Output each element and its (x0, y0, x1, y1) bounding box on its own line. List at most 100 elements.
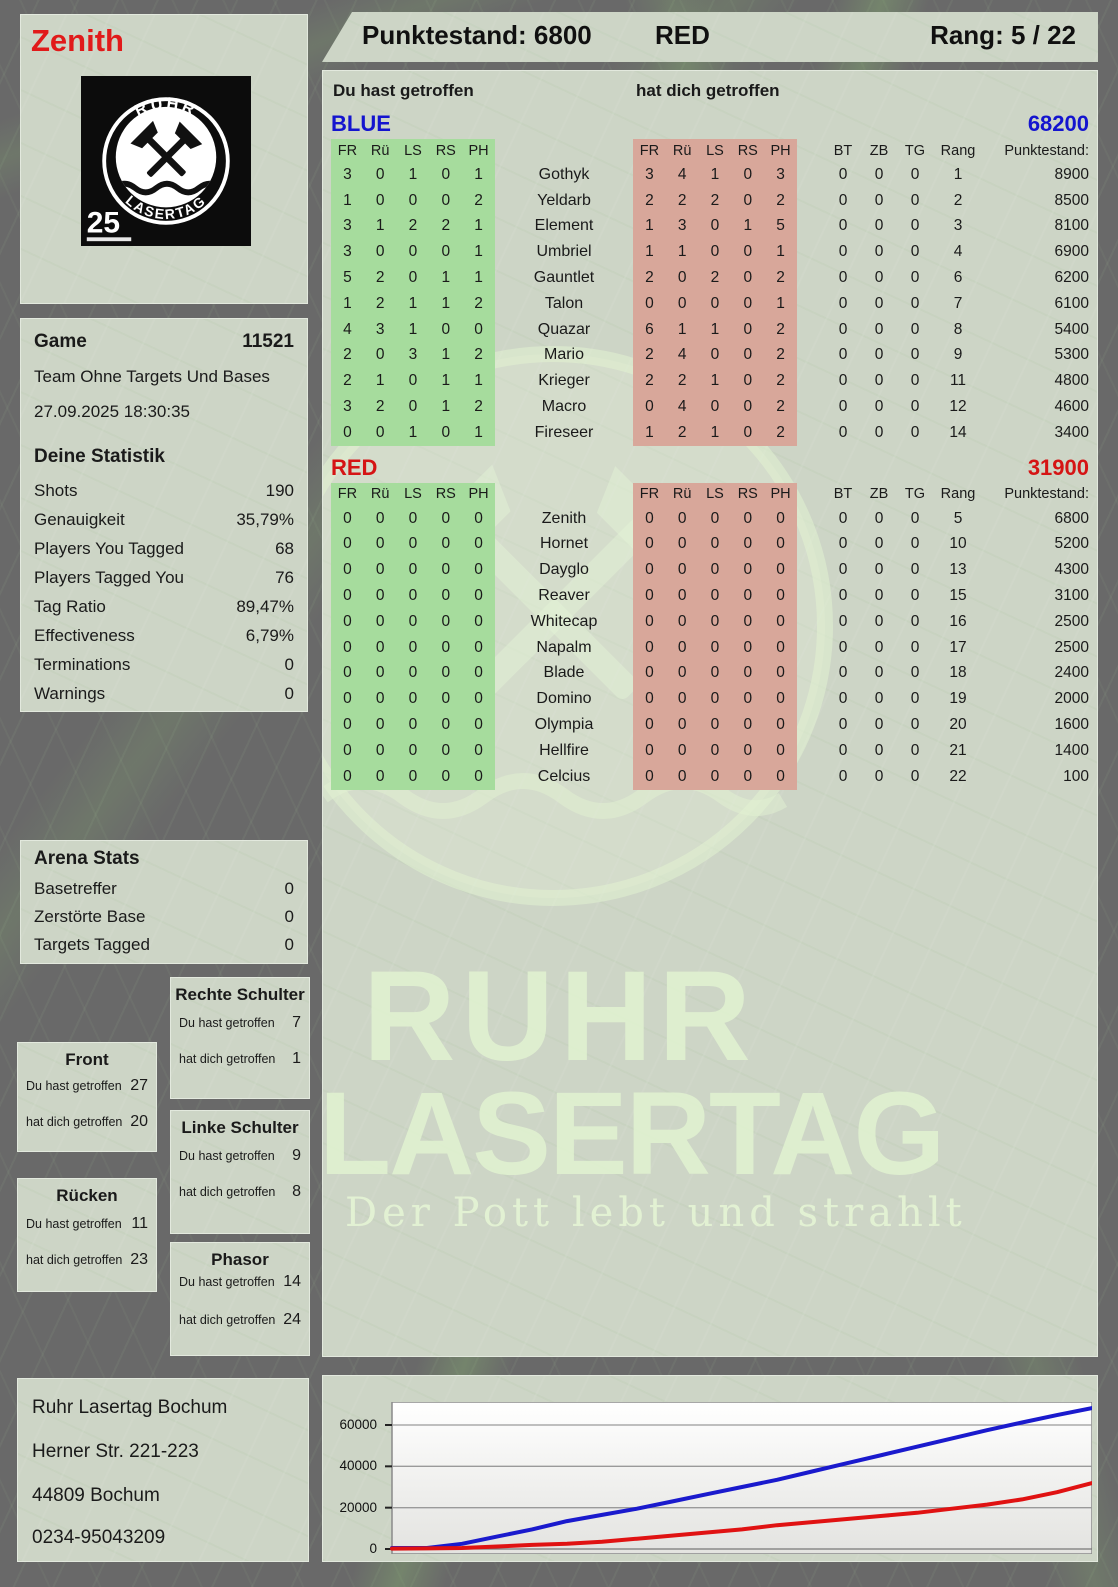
punktestand-cell: 4600 (1054, 398, 1089, 416)
du-hast-cells: 5 2 0 1 1 (331, 265, 495, 291)
bodypart-title: Linke Schulter (181, 1118, 299, 1137)
hit-cell: 0 (677, 664, 687, 682)
hat-dich-value: 20 (130, 1113, 148, 1130)
hit-cell: 0 (441, 612, 451, 630)
header-punktestand: Punktestand: 6800 (362, 20, 592, 50)
punktestand-cell: 2500 (1054, 638, 1089, 656)
punktestand-cell: 100 (1063, 767, 1089, 785)
hit-cell: 2 (677, 423, 687, 441)
hit-cell: 2 (645, 191, 654, 209)
hat-dich-cells: 0 0 0 0 0 (633, 686, 797, 713)
col-header: FR (639, 486, 660, 503)
hat-dich-value: 24 (283, 1311, 301, 1328)
col-header: PH (468, 142, 489, 159)
rang-cell: 14 (949, 423, 967, 441)
hit-cell: 0 (710, 217, 720, 235)
hit-cell: 0 (743, 638, 753, 656)
hit-cell: 1 (441, 346, 451, 364)
y-tick-label: 60000 (339, 1417, 377, 1432)
hit-cell: 2 (474, 346, 483, 364)
hit-cell: 0 (710, 664, 720, 682)
rang-cell: 22 (949, 767, 967, 785)
du-hast-columns-header: FR Rü LS RS PH (331, 139, 495, 162)
table-row: 0 0 0 0 0 Napalm 0 0 0 0 0 0 0 0 17 2500 (331, 634, 1091, 661)
col-header: TG (904, 486, 926, 503)
hit-cell: 2 (375, 398, 385, 416)
game-info-panel: Game 11521 Team Ohne Targets Und Bases 2… (20, 318, 308, 712)
hit-cell: 0 (408, 664, 418, 682)
hit-cell: 0 (743, 372, 753, 390)
player-name-cell: Olympia (534, 716, 594, 734)
hit-cell: 1 (408, 423, 418, 441)
venue-phone: 0234-95043209 (32, 1527, 166, 1548)
tg-cell: 0 (910, 638, 920, 656)
bodypart-title: Rechte Schulter (175, 985, 305, 1004)
hit-cell: 3 (343, 243, 352, 261)
tg-cell: 0 (910, 535, 920, 553)
hit-cell: 1 (343, 191, 352, 209)
stat-label: Warnings (34, 683, 106, 703)
tg-cell: 0 (910, 398, 920, 416)
rang-cell: 10 (949, 535, 967, 553)
hit-cell: 0 (408, 269, 418, 287)
table-row: 3 2 0 1 2 Macro 0 4 0 0 2 0 0 0 12 4600 (331, 394, 1091, 420)
player-name-cell: Celcius (537, 767, 591, 785)
hit-cell: 1 (776, 294, 785, 312)
team-section-blue: BLUE 68200 FR Rü LS RS PH FR Rü LS RS PH BT ZB TG Rang P… (331, 109, 1091, 446)
rang-cell: 2 (953, 191, 963, 209)
hit-cell: 0 (776, 690, 785, 708)
col-header: LS (404, 142, 422, 159)
hit-cell: 0 (710, 716, 720, 734)
hit-cell: 0 (441, 664, 451, 682)
hit-cell: 0 (408, 612, 418, 630)
team-score-tables: BLUE 68200 FR Rü LS RS PH FR Rü LS RS PH BT ZB TG Rang P… (331, 109, 1091, 790)
zb-cell: 0 (874, 269, 884, 287)
hit-cell: 0 (408, 372, 418, 390)
hit-column-labels: Du hast getroffen hat dich getroffen (333, 81, 1087, 101)
zb-cell: 0 (874, 509, 884, 527)
zb-cell: 0 (874, 535, 884, 553)
hat-dich-getroffen-label: hat dich getroffen (636, 81, 780, 100)
table-row: 3 0 1 0 1 Gothyk 3 4 1 0 3 0 0 0 1 8900 (331, 162, 1091, 188)
rang-cell: 9 (953, 346, 963, 364)
du-hast-value: 14 (283, 1273, 301, 1290)
player-name-cell: Talon (544, 294, 584, 312)
col-header: RS (737, 486, 758, 503)
hit-cell: 0 (710, 767, 720, 785)
hit-cell: 0 (474, 561, 483, 579)
hit-cell: 0 (645, 638, 654, 656)
hit-cell: 2 (776, 346, 785, 364)
du-hast-cells: 4 3 1 0 0 (331, 316, 495, 343)
hit-cell: 0 (677, 587, 687, 605)
hit-cell: 4 (677, 165, 687, 183)
hit-cell: 0 (677, 741, 687, 759)
table-row: 5 2 0 1 1 Gauntlet 2 0 2 0 2 0 0 0 6 6200 (331, 265, 1091, 291)
venue-name: Ruhr Lasertag Bochum (32, 1397, 228, 1418)
rang-cell: 6 (953, 269, 963, 287)
rang-cell: 7 (953, 294, 963, 312)
hit-cell: 2 (776, 269, 785, 287)
rang-cell: 17 (949, 638, 967, 656)
stat-label: Basetreffer (34, 879, 117, 898)
hit-cell: 2 (343, 372, 352, 390)
col-header: TG (904, 142, 926, 159)
col-header: Rang (940, 486, 976, 503)
col-header: BT (833, 486, 853, 503)
hit-cell: 0 (743, 320, 753, 338)
col-header: ZB (869, 142, 889, 159)
hit-cell: 0 (375, 664, 385, 682)
punktestand-cell: 3400 (1054, 423, 1089, 441)
tg-cell: 0 (910, 217, 920, 235)
stat-row: Genauigkeit 35,79% (34, 505, 294, 534)
y-tick-label: 20000 (339, 1499, 377, 1515)
du-hast-columns-header: FR Rü LS RS PH (331, 482, 495, 506)
bt-cell: 0 (838, 535, 848, 553)
hit-cell: 1 (441, 269, 451, 287)
player-name-cell: Macro (541, 398, 587, 416)
hit-cell: 0 (645, 294, 654, 312)
hat-dich-cells: 1 3 0 1 5 (633, 213, 797, 240)
hit-cell: 1 (645, 243, 654, 261)
punktestand-cell: 8100 (1054, 217, 1089, 235)
hit-cell: 0 (375, 509, 385, 527)
bt-cell: 0 (838, 165, 848, 183)
